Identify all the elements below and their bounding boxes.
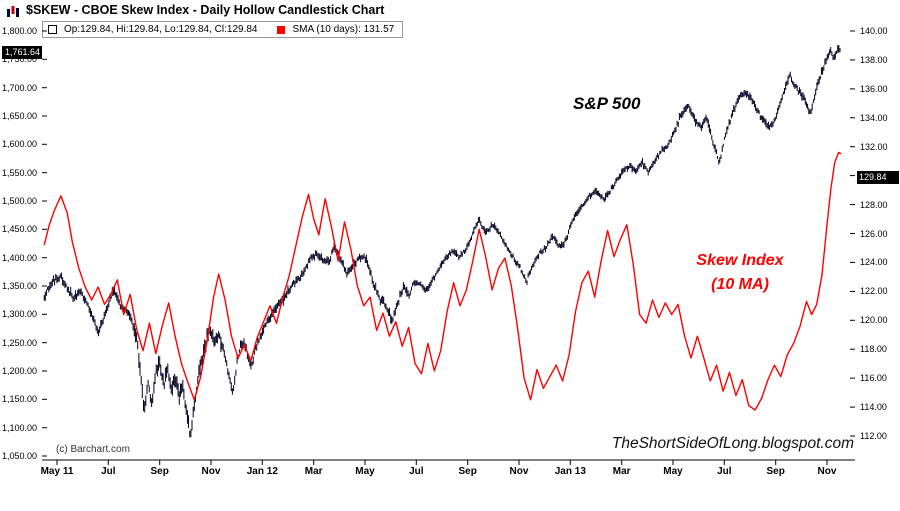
y-axis-label-right: 114.00 bbox=[860, 402, 887, 413]
y-axis-label-right: 118.00 bbox=[860, 344, 887, 355]
y-axis-label-right: 116.00 bbox=[860, 373, 887, 384]
x-axis-label: Jul bbox=[101, 466, 116, 477]
chart-icon bbox=[6, 4, 20, 17]
x-axis-label: Nov bbox=[201, 466, 221, 477]
y-axis-label-left: 1,150.00 bbox=[1, 394, 37, 405]
y-axis-label-left: 1,550.00 bbox=[1, 167, 37, 178]
y-axis-label-right: 138.00 bbox=[860, 54, 888, 65]
y-axis-label-left: 1,050.00 bbox=[1, 451, 37, 461]
y-axis-label-left: 1,650.00 bbox=[1, 111, 37, 121]
y-axis-label-left: 1,500.00 bbox=[1, 196, 37, 206]
legend-ohlc-text: Op:129.84, Hi:129.84, Lo:129.84, Cl:129.… bbox=[64, 24, 258, 35]
y-axis-label-right: 128.00 bbox=[860, 199, 888, 210]
sma-line-series bbox=[43, 151, 842, 411]
x-axis-label: Sep bbox=[458, 466, 477, 477]
page-title: $SKEW - CBOE Skew Index - Daily Hollow C… bbox=[26, 3, 385, 17]
skew-annotation-line1: Skew Index bbox=[696, 252, 784, 269]
y-axis-label-left: 1,700.00 bbox=[1, 82, 37, 93]
x-axis-label: May bbox=[663, 466, 683, 477]
y-axis-label-left: 1,350.00 bbox=[1, 281, 37, 291]
x-axis-label: Jan 13 bbox=[554, 466, 586, 477]
legend-sma-text: SMA (10 days): 131.57 bbox=[292, 24, 395, 35]
legend: Op:129.84, Hi:129.84, Lo:129.84, Cl:129.… bbox=[42, 21, 404, 38]
x-axis-label: Nov bbox=[509, 466, 529, 477]
x-axis-label: May bbox=[355, 466, 375, 477]
y-axis-label-left: 1,600.00 bbox=[1, 139, 37, 150]
x-axis-label: May 11 bbox=[40, 466, 74, 477]
y-axis-label-right: 134.00 bbox=[860, 112, 888, 123]
y-axis-label-right: 132.00 bbox=[860, 141, 888, 152]
skew-annotation-line2: (10 MA) bbox=[711, 276, 769, 293]
y-axis-label-left: 1,250.00 bbox=[1, 337, 37, 348]
y-axis-label-left: 1,400.00 bbox=[1, 252, 37, 263]
x-axis-label: Jul bbox=[409, 466, 424, 477]
x-axis-label: Nov bbox=[817, 466, 837, 477]
y-axis-label-left: 1,750.00 bbox=[1, 54, 37, 65]
y-axis-label-right: 120.00 bbox=[860, 315, 888, 326]
y-axis-label-right: 126.00 bbox=[860, 228, 888, 239]
last-price-label-left: 1,761.64 bbox=[2, 45, 42, 59]
y-axis-label-left: 1,800.00 bbox=[1, 26, 37, 36]
y-axis-label-left: 1,200.00 bbox=[1, 366, 37, 376]
site-watermark-text: TheShortSideOfLong.blogspot.com bbox=[611, 435, 854, 452]
hollow-candle-swatch-icon bbox=[48, 25, 57, 34]
y-axis-left: 1,800.00 1,750.00 1,700.00 1,650.00 1,600.00… bbox=[0, 0, 39, 511]
y-axis-label-right: 112.00 bbox=[860, 431, 887, 441]
x-axis-label: Sep bbox=[150, 466, 169, 477]
last-price-label-right: 129.84 bbox=[857, 170, 899, 184]
x-axis-label: Jan 12 bbox=[246, 466, 278, 477]
sma-swatch-icon bbox=[277, 25, 286, 34]
y-axis-label-left: 1,100.00 bbox=[1, 422, 37, 433]
y-axis-right: 140.00138.00136.00134.00132.00130.00128.… bbox=[858, 0, 900, 511]
candlestick-series bbox=[43, 45, 841, 438]
x-axis-label: Mar bbox=[612, 466, 631, 477]
x-axis-label: Jul bbox=[717, 466, 732, 477]
title-row: $SKEW - CBOE Skew Index - Daily Hollow C… bbox=[6, 2, 384, 18]
y-axis-label-left: 1,450.00 bbox=[1, 224, 37, 235]
y-axis-label-left: 1,300.00 bbox=[1, 309, 37, 320]
spx-annotation: S&P 500 bbox=[573, 94, 641, 113]
plot-area bbox=[42, 30, 855, 465]
x-axis-label: Sep bbox=[766, 466, 785, 477]
y-axis-label-right: 140.00 bbox=[860, 26, 888, 36]
y-axis-label-right: 136.00 bbox=[860, 83, 888, 94]
copyright-text: (c) Barchart.com bbox=[56, 444, 130, 455]
y-axis-label-right: 122.00 bbox=[860, 286, 888, 297]
x-axis-label: Mar bbox=[304, 466, 323, 477]
y-axis-label-right: 124.00 bbox=[860, 257, 888, 268]
skew-annotation: Skew Index (10 MA) bbox=[678, 249, 802, 297]
